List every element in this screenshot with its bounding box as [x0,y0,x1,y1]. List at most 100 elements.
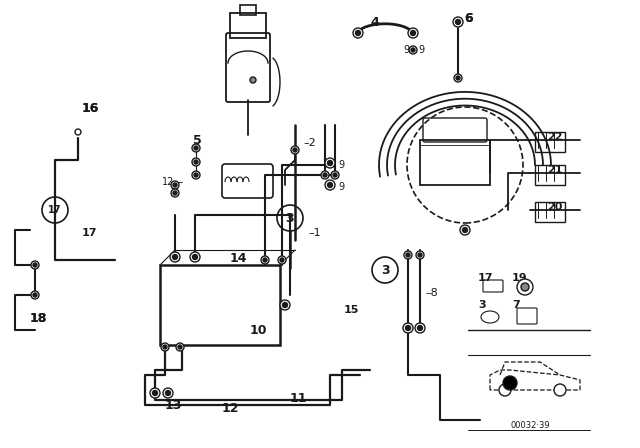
Circle shape [194,160,198,164]
Circle shape [406,326,410,331]
Circle shape [328,160,333,165]
Circle shape [282,302,287,307]
Bar [160,265,280,345]
Circle shape [178,345,182,349]
Circle shape [152,391,157,396]
Text: 6: 6 [464,12,472,25]
Text: 17: 17 [48,205,61,215]
Circle shape [499,384,511,396]
Circle shape [171,181,179,189]
Circle shape [325,158,335,168]
Text: 4: 4 [370,16,379,29]
Circle shape [163,345,167,349]
Circle shape [75,129,81,135]
Circle shape [161,343,169,351]
Circle shape [403,323,413,333]
Circle shape [293,148,297,152]
Text: 18: 18 [30,311,47,324]
Circle shape [190,252,200,262]
Text: 18: 18 [30,311,47,324]
Circle shape [173,191,177,195]
Circle shape [406,253,410,257]
Circle shape [404,251,412,259]
Text: 12—: 12— [162,177,184,187]
Text: 3: 3 [478,300,486,310]
Circle shape [33,263,37,267]
Text: 6: 6 [464,12,472,25]
Text: 9: 9 [338,160,344,170]
Circle shape [463,228,467,233]
Circle shape [173,183,177,187]
Text: 22: 22 [547,132,563,142]
Circle shape [163,388,173,398]
Bar [535,165,565,185]
Text: –1: –1 [308,228,321,238]
Bar [535,202,565,222]
Bar [230,13,266,38]
Circle shape [280,258,284,262]
Text: 16: 16 [82,102,99,115]
Circle shape [31,291,39,299]
Circle shape [325,180,335,190]
Circle shape [291,146,299,154]
Text: 12: 12 [222,401,239,414]
Circle shape [409,46,417,54]
Text: 9: 9 [418,45,424,55]
Circle shape [521,283,529,291]
Circle shape [416,251,424,259]
Text: 17: 17 [478,273,493,283]
Circle shape [194,146,198,150]
Text: 7: 7 [512,300,520,310]
Circle shape [328,182,333,188]
Circle shape [261,256,269,264]
Circle shape [321,171,329,179]
Bar [535,132,565,152]
Circle shape [192,158,200,166]
Text: 19: 19 [512,273,527,283]
Circle shape [176,343,184,351]
Text: –2: –2 [303,138,316,148]
Circle shape [355,30,360,35]
Text: 00032·39: 00032·39 [510,421,550,430]
Text: –8: –8 [425,288,438,298]
Circle shape [353,28,363,38]
Circle shape [503,376,517,390]
Circle shape [33,293,37,297]
Circle shape [456,76,460,80]
Text: 5: 5 [193,134,202,146]
Circle shape [415,323,425,333]
Circle shape [193,254,198,259]
Circle shape [278,256,286,264]
Circle shape [192,171,200,179]
Circle shape [250,77,256,83]
Circle shape [417,326,422,331]
Text: 21: 21 [547,165,563,175]
Text: 9: 9 [338,182,344,192]
Circle shape [263,258,267,262]
Circle shape [166,391,170,396]
Bar [240,5,256,15]
Circle shape [331,171,339,179]
Circle shape [460,225,470,235]
Circle shape [323,173,327,177]
Circle shape [411,48,415,52]
Circle shape [194,173,198,177]
Text: 3: 3 [285,211,294,224]
Circle shape [454,74,462,82]
Text: 15: 15 [344,305,360,315]
Circle shape [456,20,461,25]
Circle shape [173,254,177,259]
Circle shape [418,253,422,257]
Circle shape [453,17,463,27]
Text: 14: 14 [230,251,248,264]
Circle shape [410,30,415,35]
Text: 20: 20 [547,202,563,212]
Circle shape [280,300,290,310]
Text: 13: 13 [165,399,182,412]
Circle shape [408,28,418,38]
Circle shape [171,189,179,197]
Circle shape [517,279,533,295]
Circle shape [31,261,39,269]
Text: 9: 9 [403,45,409,55]
Text: 11: 11 [290,392,307,405]
